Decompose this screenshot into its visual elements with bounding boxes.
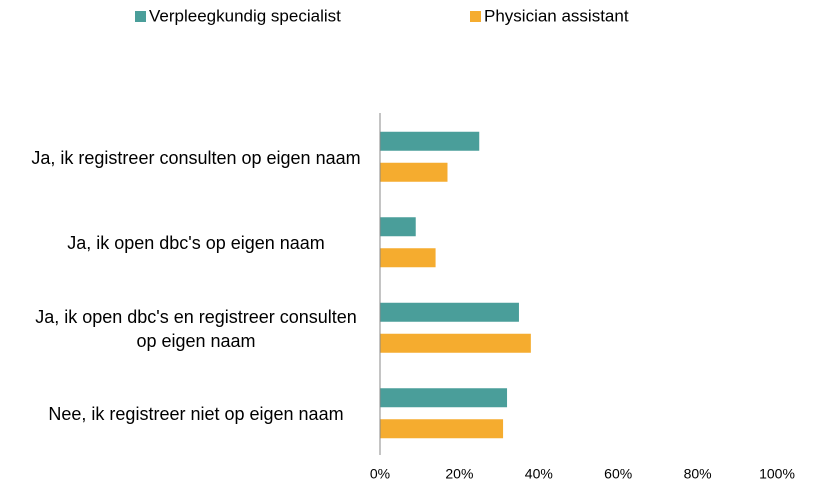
x-tick-label: 80% [684,466,712,482]
bar [380,419,504,439]
category-label: Nee, ik registreer niet op eigen naam [48,404,344,425]
legend-swatch [135,11,146,22]
category-label: Ja, ik open dbc's op eigen naam [67,233,325,254]
x-tick-label: 0% [370,466,390,482]
bar [380,217,416,237]
legend-label: Verpleegkundig specialist [149,6,341,25]
bar [380,302,519,322]
category-label: Ja, ik registreer consulten op eigen naa… [31,147,361,168]
legend-label: Physician assistant [484,6,629,25]
bar [380,388,508,408]
x-tick-label: 100% [759,466,795,482]
category-label: Ja, ik open dbc's en registreer consulte… [35,306,357,351]
bar [380,248,436,268]
bar [380,333,531,353]
legend-swatch [470,11,481,22]
bar [380,162,448,182]
x-tick-label: 40% [525,466,553,482]
x-tick-label: 20% [445,466,473,482]
x-tick-label: 60% [604,466,632,482]
bar [380,131,480,151]
